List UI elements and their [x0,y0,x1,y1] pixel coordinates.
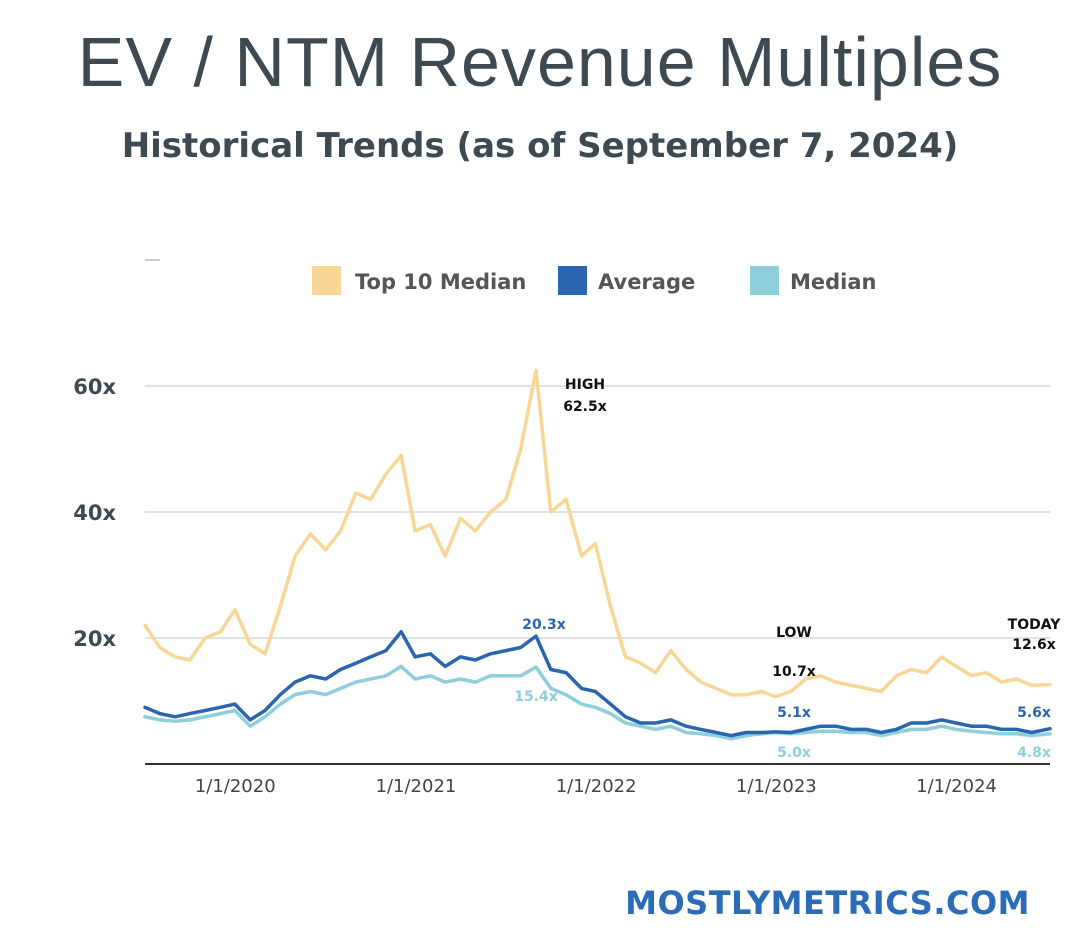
legend-swatch [312,266,341,295]
x-tick-label: 1/1/2022 [556,776,637,797]
x-tick-label: 1/1/2021 [376,776,457,797]
y-tick-label: 60x [73,375,116,399]
chart-subtitle: Historical Trends (as of September 7, 20… [121,126,959,166]
annotation-today: TODAY [1008,617,1062,633]
annotation-high: HIGH [565,377,605,393]
chart-title: EV / NTM Revenue Multiples [77,23,1003,101]
legend-label: Median [790,270,877,294]
legend-label: Top 10 Median [355,270,526,294]
y-tick-label: 20x [73,627,116,651]
series-line-median [143,664,1052,741]
x-tick-label: 1/1/2023 [736,776,817,797]
annotation-low-label: LOW [776,625,812,641]
annotation-today-median: 4.8x [1017,745,1051,761]
brand-footer[interactable]: MOSTLYMETRICS.COM [625,884,1030,922]
legend-swatch [558,266,587,295]
annotation-today-average: 5.6x [1017,705,1051,721]
series-line-average [143,629,1052,738]
annotation-median-peak: 15.4x [514,689,558,705]
annotation-low-median: 5.0x [777,745,811,761]
annotation-today: 12.6x [1012,637,1056,653]
y-tick-label: 40x [73,501,116,525]
annotation-low-average: 5.1x [777,705,811,721]
annotation-low-top10: 10.7x [772,664,816,680]
legend-label: Average [598,270,695,294]
legend-swatch [750,266,779,295]
x-tick-label: 1/1/2020 [195,776,276,797]
x-tick-label: 1/1/2024 [916,776,997,797]
annotation-high: 62.5x [563,399,607,415]
annotation-avg-peak: 20.3x [522,617,566,633]
series-line-top-10-median [143,368,1052,699]
